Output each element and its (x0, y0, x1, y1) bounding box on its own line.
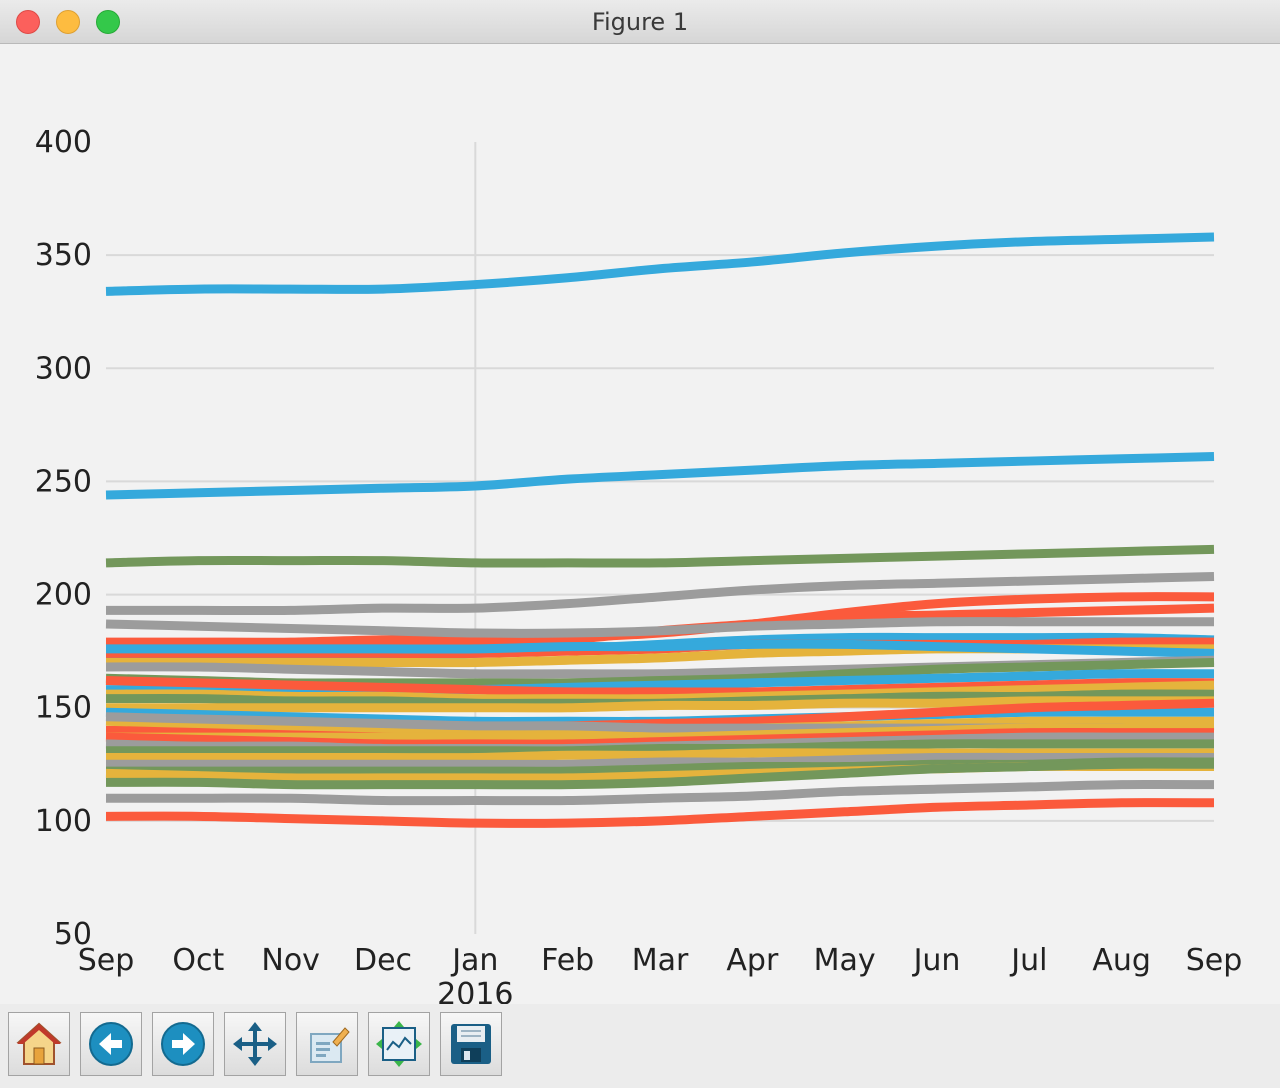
home-icon (16, 1022, 62, 1065)
series-line-18 (106, 696, 1214, 713)
forward-arrow-icon (161, 1022, 205, 1066)
series-line-16 (105, 680, 1215, 704)
close-window-button[interactable] (16, 10, 40, 34)
x-tick-label: Apr (726, 943, 779, 978)
zoom-button[interactable] (296, 1012, 358, 1076)
back-arrow-icon (89, 1022, 133, 1066)
figure-canvas[interactable]: 50 100 150 200 250 300 350 400 Sep Oct Nov Dec Jan Fe… (0, 44, 1280, 1012)
x-tick-label: Aug (1092, 943, 1151, 978)
zoom-rect-icon (310, 1027, 350, 1063)
series-line-20 (105, 698, 1215, 736)
series-line-3 (105, 544, 1215, 568)
series-line-14 (105, 669, 1215, 695)
line-chart: 50 100 150 200 250 300 350 400 Sep Oct Nov Dec Jan Fe… (35, 125, 1243, 1012)
series-line-26 (106, 739, 1214, 756)
subplots-button[interactable] (368, 1012, 430, 1076)
series-line-27 (106, 748, 1214, 763)
series-line-31 (105, 759, 1215, 790)
x-tick-label: Sep (78, 943, 135, 978)
x-tick-label: Mar (632, 943, 689, 978)
subplots-icon (376, 1021, 422, 1067)
x-tick-label: Oct (172, 943, 224, 978)
series-line-28 (105, 752, 1214, 769)
series-line-1 (105, 232, 1215, 296)
y-tick-label: 300 (35, 351, 92, 386)
x-tick-label: Dec (354, 943, 412, 978)
y-tick-label: 250 (35, 464, 92, 499)
series-line-24 (105, 727, 1214, 749)
x-tick-label: Jul (1009, 943, 1047, 978)
navigation-toolbar (0, 1004, 1280, 1088)
series-line-4 (106, 571, 1215, 616)
minimize-window-button[interactable] (56, 10, 80, 34)
series-line-11 (105, 639, 1215, 658)
x-tick-label: Sep (1186, 943, 1243, 978)
home-button[interactable] (8, 1012, 70, 1076)
y-tick-label: 100 (35, 804, 92, 839)
save-button[interactable] (440, 1012, 502, 1076)
x-tick-label: Nov (261, 943, 320, 978)
x-tick-label: Jun (912, 943, 961, 978)
maximize-window-button[interactable] (96, 10, 120, 34)
x-tick-label: May (814, 943, 876, 978)
y-tick-label: 400 (35, 125, 92, 160)
y-tick-label: 50 (54, 917, 92, 952)
pan-arrows-icon (233, 1022, 277, 1066)
back-button[interactable] (80, 1012, 142, 1076)
y-tick-label: 350 (35, 238, 92, 273)
title-bar: Figure 1 (0, 0, 1280, 44)
x-tick-label: Jan (450, 943, 498, 978)
series-line-2 (105, 452, 1215, 500)
series-line-32 (106, 779, 1215, 806)
x-tick-year-label: 2016 (437, 977, 513, 1004)
save-icon (451, 1024, 491, 1064)
series-line-7 (105, 617, 1214, 638)
x-tick-label: Feb (541, 943, 594, 978)
window-title: Figure 1 (591, 8, 689, 36)
series-line-23 (106, 721, 1215, 742)
series-line-15 (105, 676, 1215, 697)
series-line-33 (105, 798, 1215, 828)
pan-button[interactable] (224, 1012, 286, 1076)
forward-button[interactable] (152, 1012, 214, 1076)
y-tick-label: 200 (35, 578, 92, 613)
y-tick-label: 150 (35, 691, 92, 726)
